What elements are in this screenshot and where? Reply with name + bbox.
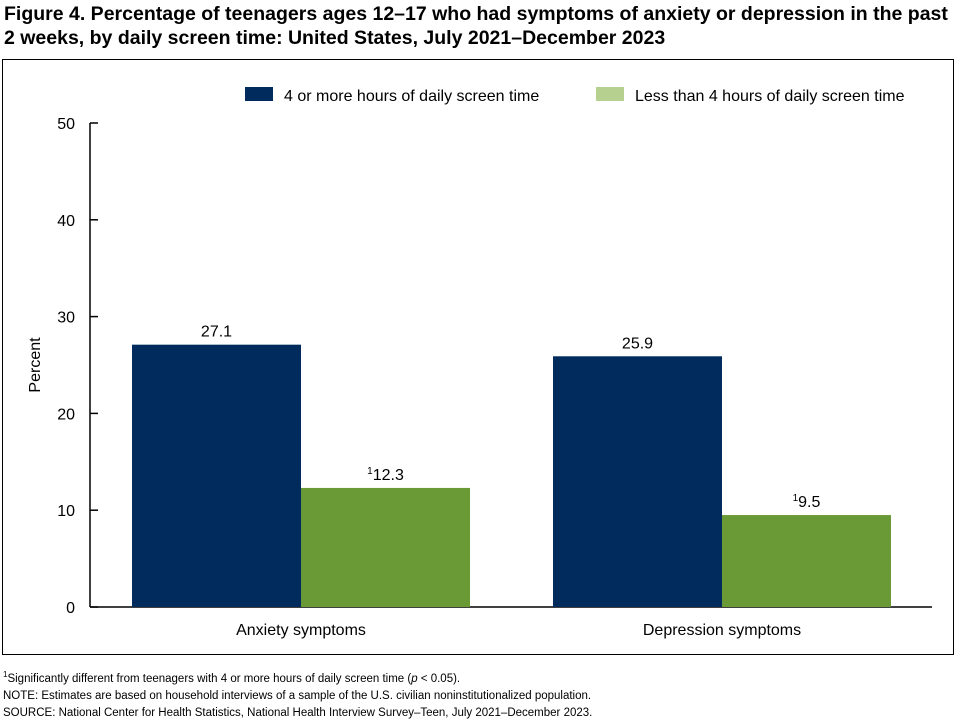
y-tick-label: 20 (57, 406, 75, 423)
y-tick-label: 40 (57, 213, 75, 230)
significance-marker: 1 (793, 493, 799, 504)
y-tick-label: 0 (66, 600, 75, 617)
bar (553, 356, 722, 607)
legend-swatch (596, 87, 624, 101)
x-category-label: Depression symptoms (643, 622, 801, 639)
data-label: 19.5 (793, 493, 821, 511)
bar (132, 344, 301, 607)
data-label-value: 9.5 (798, 494, 820, 511)
figure-title: Figure 4. Percentage of teenagers ages 1… (4, 3, 948, 49)
significance-footnote: 1Significantly different from teenagers … (3, 666, 953, 688)
data-label: 112.3 (367, 466, 404, 484)
bar (301, 487, 470, 607)
footnotes: 1Significantly different from teenagers … (3, 666, 953, 722)
note-text: NOTE: Estimates are based on household i… (3, 690, 592, 702)
significance-text-end: < 0.05). (417, 673, 461, 685)
data-label-value: 12.3 (373, 467, 404, 484)
data-label: 25.9 (622, 335, 653, 352)
y-axis-title: Percent (27, 337, 44, 393)
legend-label: 4 or more hours of daily screen time (284, 88, 539, 105)
p-value-symbol: p (411, 673, 418, 685)
significance-text-start: Significantly different from teenagers w… (7, 673, 412, 685)
x-category-label: Anxiety symptoms (236, 622, 366, 639)
significance-marker: 1 (367, 466, 373, 477)
data-label: 27.1 (201, 324, 232, 341)
y-tick-label: 30 (57, 310, 75, 327)
legend-swatch (245, 87, 273, 101)
bar (722, 515, 891, 607)
footnote-marker: 1 (3, 670, 8, 679)
y-tick-label: 10 (57, 503, 75, 520)
source-text: SOURCE: National Center for Health Stati… (3, 707, 593, 719)
legend-label: Less than 4 hours of daily screen time (635, 88, 905, 105)
chart-frame (2, 59, 954, 655)
y-tick-label: 50 (57, 116, 75, 133)
